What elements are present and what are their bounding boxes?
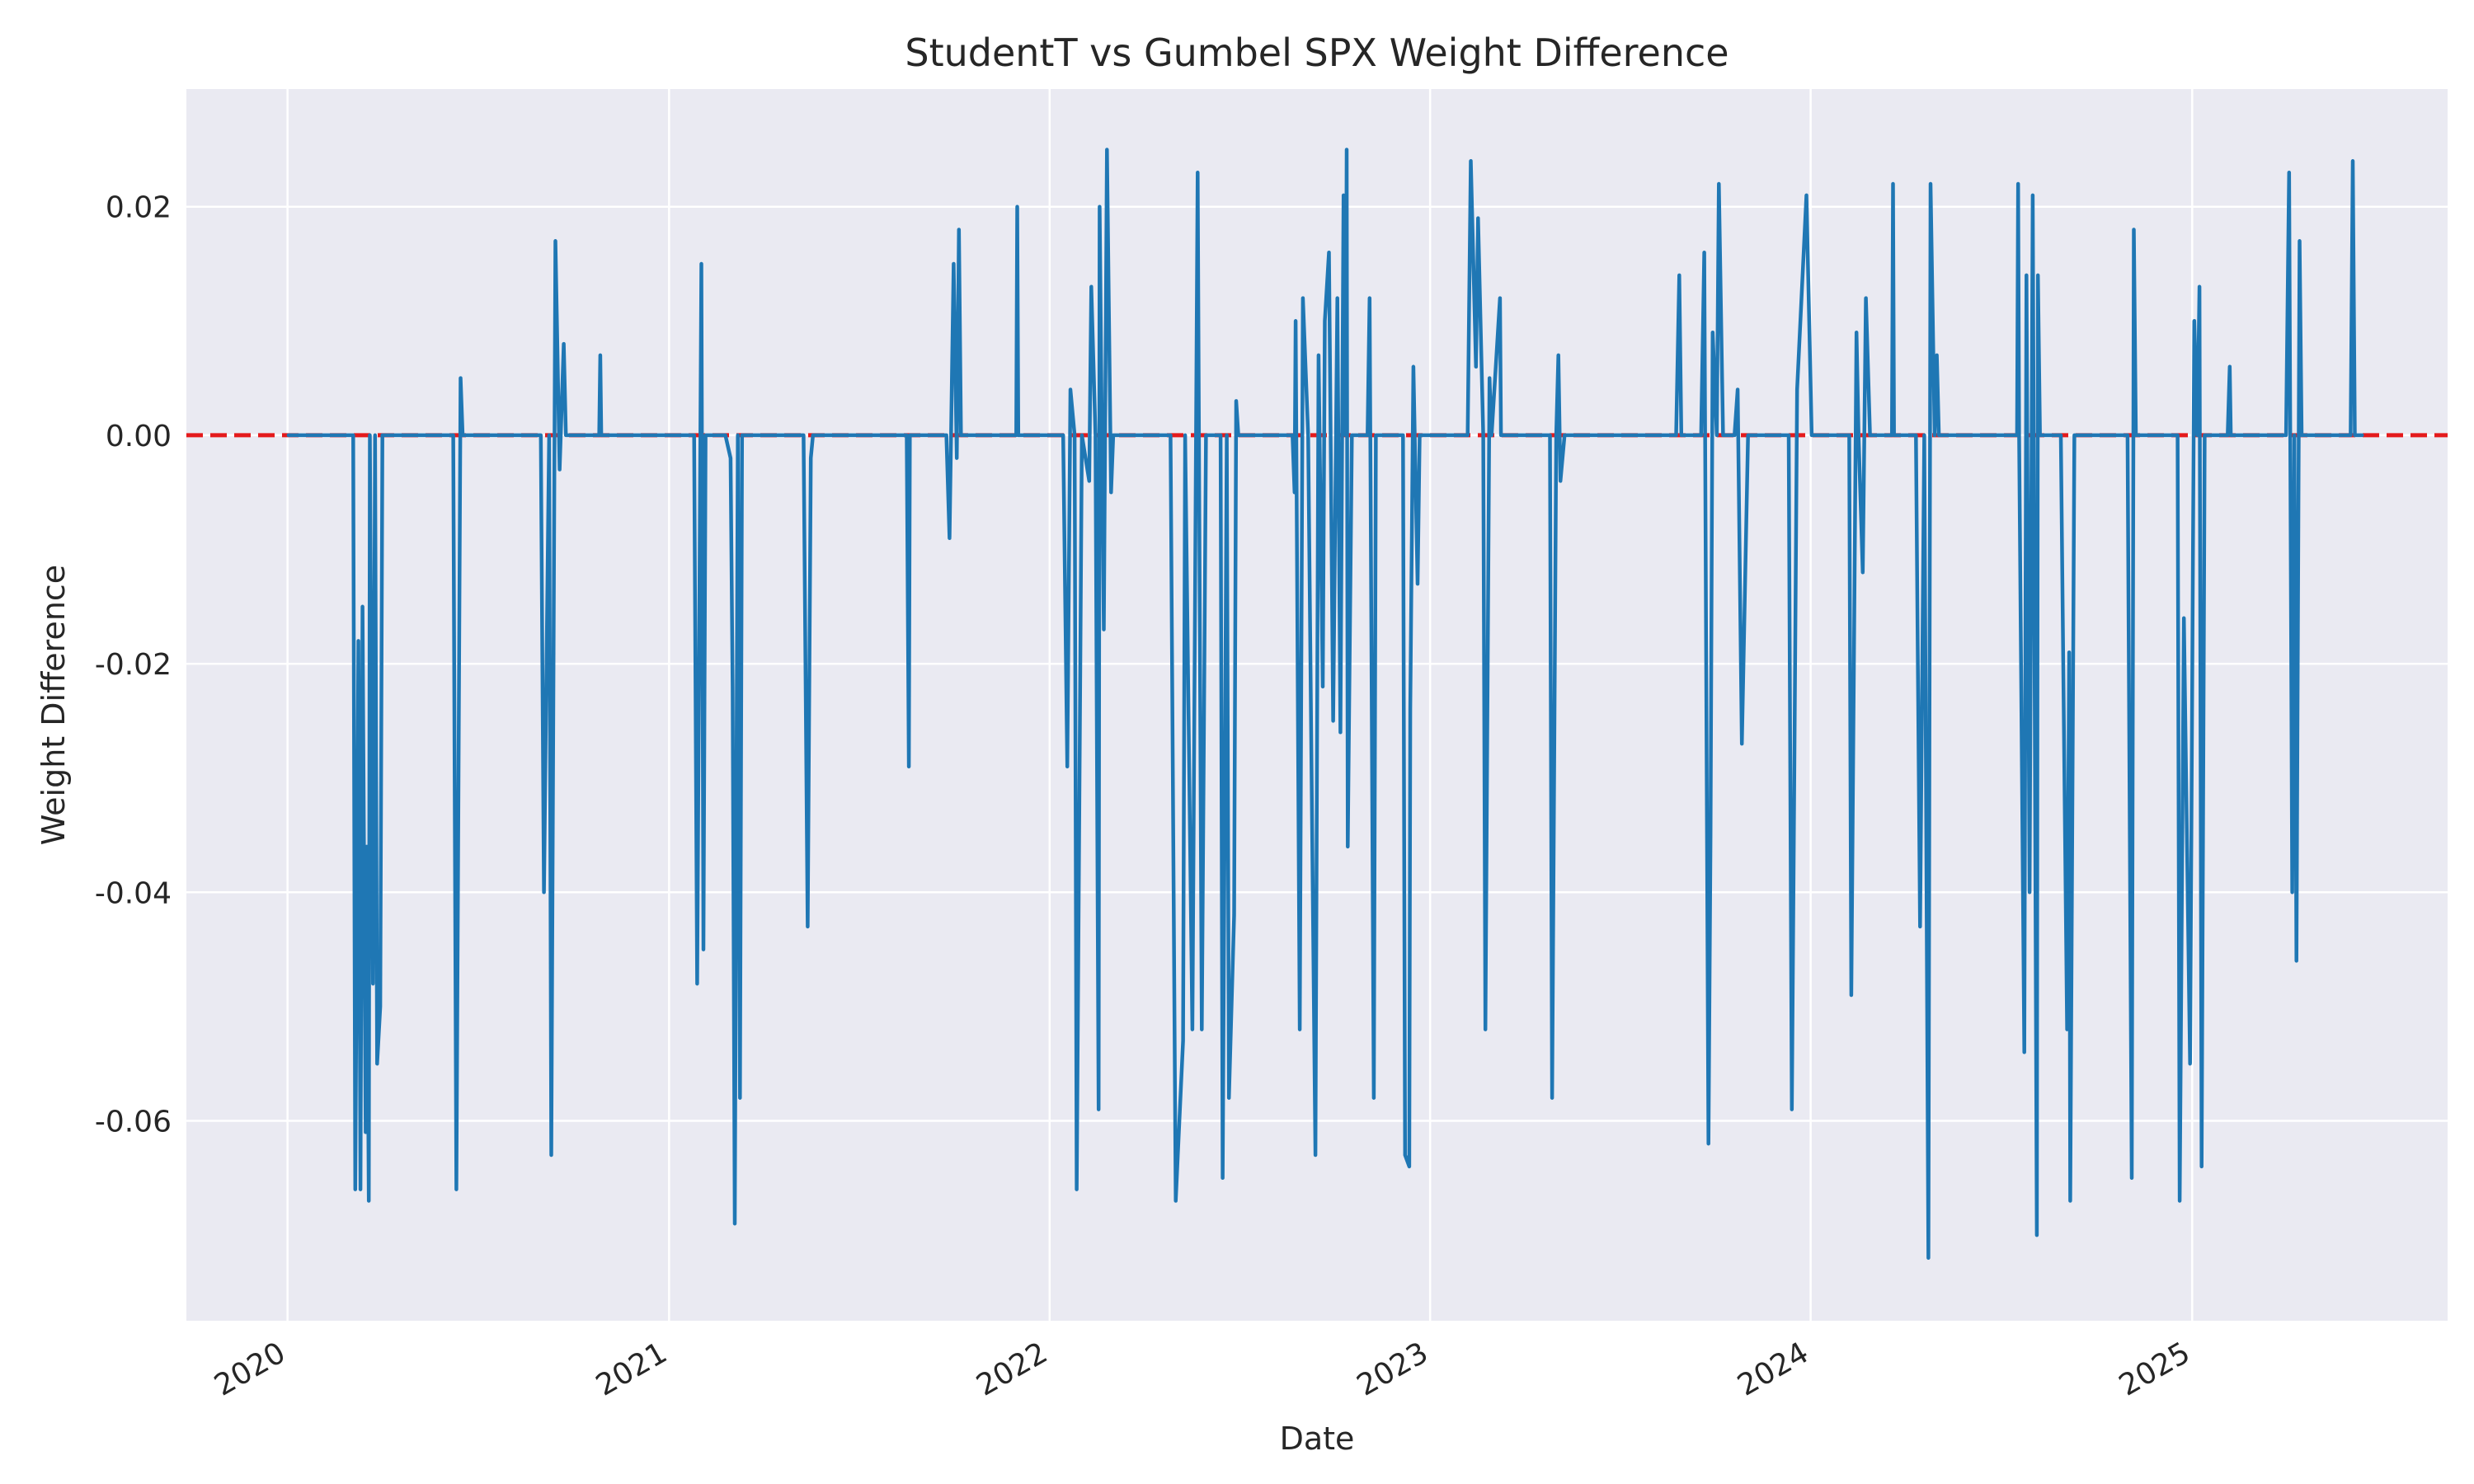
series-layer bbox=[286, 148, 2364, 1261]
y-tick-label: -0.02 bbox=[95, 648, 172, 682]
y-axis-label: Weight Difference bbox=[35, 565, 72, 845]
chart-title: StudentT vs Gumbel SPX Weight Difference bbox=[905, 31, 1729, 75]
x-tick-label: 2025 bbox=[2114, 1336, 2196, 1402]
x-axis-label: Date bbox=[1280, 1421, 1355, 1457]
y-tick-label: 0.02 bbox=[106, 191, 172, 225]
y-tick-label: -0.06 bbox=[95, 1105, 172, 1139]
y-tick-label: -0.04 bbox=[95, 876, 172, 910]
x-tick-label: 2021 bbox=[590, 1336, 673, 1402]
x-tick-label: 2020 bbox=[209, 1336, 291, 1402]
series-line bbox=[286, 148, 2364, 1261]
x-tick-label: 2022 bbox=[971, 1336, 1053, 1402]
x-tick-label: 2024 bbox=[1732, 1336, 1814, 1402]
y-tick-label: 0.00 bbox=[106, 420, 172, 453]
x-tick-label: 2023 bbox=[1352, 1336, 1434, 1402]
